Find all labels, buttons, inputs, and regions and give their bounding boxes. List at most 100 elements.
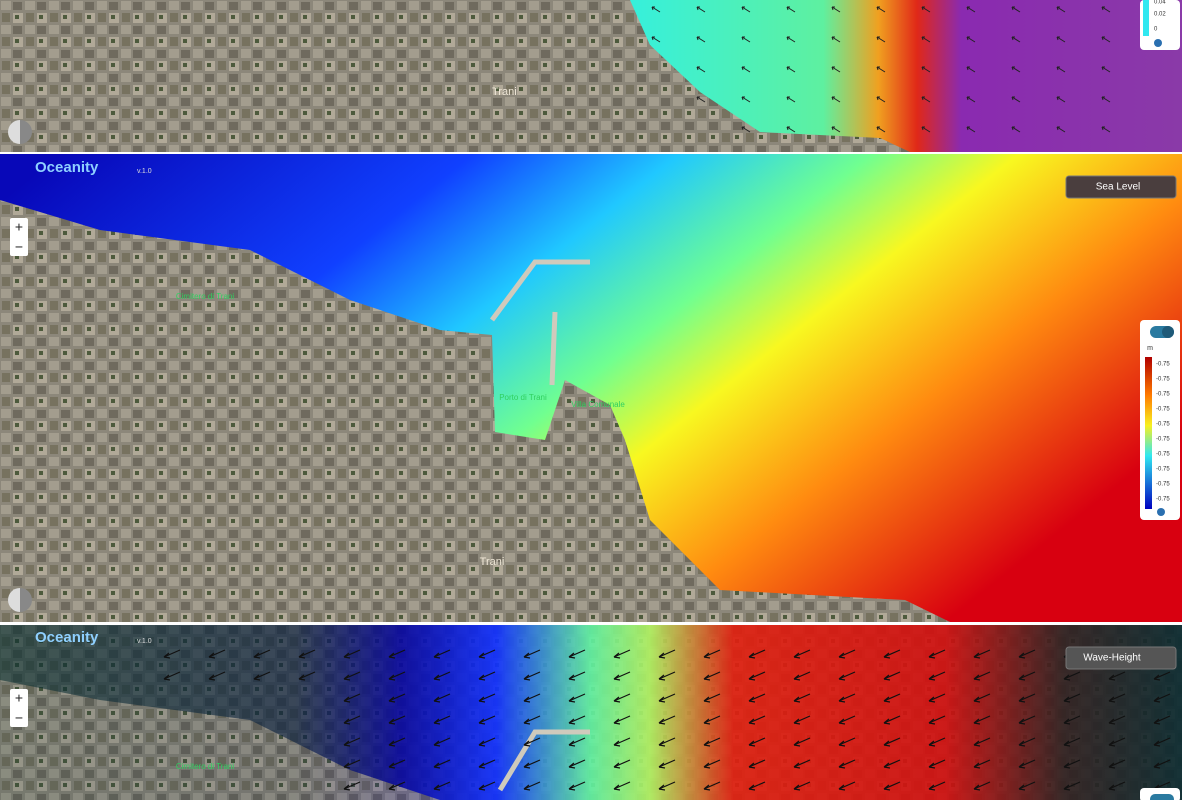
legend-tick-label: -0.75 — [1156, 497, 1170, 503]
flow-arrow — [921, 96, 931, 103]
zoom-in[interactable]: + — [15, 219, 23, 235]
wave-arrow — [973, 759, 991, 769]
legend-tick-label: -0.75 — [1156, 452, 1170, 458]
wave-arrow — [163, 649, 181, 659]
flow-arrow — [741, 66, 751, 73]
wave-arrow — [523, 737, 541, 747]
wave-arrow — [1108, 671, 1126, 681]
legend-unit: m — [1147, 345, 1153, 352]
legend-tick-label: -0.75 — [1156, 467, 1170, 473]
wave-arrow — [748, 649, 766, 659]
wave-arrow — [838, 781, 856, 791]
wave-arrow — [1018, 693, 1036, 703]
brand: Oceanity — [35, 159, 99, 176]
wave-arrow — [1108, 759, 1126, 769]
wave-arrow — [208, 671, 226, 681]
flow-arrow — [741, 126, 751, 133]
wave-arrow — [433, 781, 451, 791]
wave-arrow — [658, 693, 676, 703]
wave-arrow — [838, 671, 856, 681]
panel-current — [0, 0, 1182, 152]
wave-arrow — [478, 671, 496, 681]
flow-arrow — [831, 126, 841, 133]
wave-arrow — [1153, 671, 1171, 681]
wave-arrow — [658, 649, 676, 659]
zoom-control[interactable] — [10, 689, 28, 727]
wave-arrow — [1018, 649, 1036, 659]
zoom-in[interactable]: + — [15, 690, 23, 706]
wave-arrow — [523, 781, 541, 791]
layer-button[interactable] — [1065, 175, 1177, 199]
flow-arrow — [876, 66, 886, 73]
wave-arrow — [883, 781, 901, 791]
wave-arrow — [838, 715, 856, 725]
place-label: Trani — [480, 556, 505, 568]
legend-box — [1140, 0, 1180, 50]
wave-arrow — [658, 759, 676, 769]
zoom-out[interactable]: − — [15, 239, 23, 255]
brand: Oceanity — [35, 629, 99, 646]
wave-arrow — [973, 737, 991, 747]
settings-icon[interactable] — [1157, 508, 1165, 516]
wave-arrow — [973, 671, 991, 681]
wave-arrow — [388, 781, 406, 791]
wave-arrow — [478, 759, 496, 769]
version: v.1.0 — [137, 168, 152, 175]
legend-tick-label: 0 — [1154, 27, 1158, 33]
zoom-out[interactable]: − — [15, 710, 23, 726]
zoom-control[interactable] — [10, 218, 28, 256]
flow-arrow — [1101, 36, 1111, 43]
wave-arrow — [613, 759, 631, 769]
wave-arrow — [883, 759, 901, 769]
wave-arrow — [973, 649, 991, 659]
wave-arrow — [1153, 759, 1171, 769]
flow-arrow — [741, 6, 751, 13]
wave-arrow — [478, 715, 496, 725]
version: v.1.0 — [137, 638, 152, 645]
wave-arrow — [343, 759, 361, 769]
wave-arrow — [433, 649, 451, 659]
flow-arrow — [921, 126, 931, 133]
flow-arrow — [1011, 36, 1021, 43]
wave-arrow — [793, 737, 811, 747]
wave-arrow — [523, 671, 541, 681]
wave-arrow — [1063, 737, 1081, 747]
wave-arrow — [1153, 737, 1171, 747]
flow-arrow — [876, 6, 886, 13]
flow-arrow — [1101, 6, 1111, 13]
wave-arrow — [163, 671, 181, 681]
flow-arrow — [696, 6, 706, 13]
wave-arrow — [658, 737, 676, 747]
wave-arrow — [613, 671, 631, 681]
wave-arrow — [388, 649, 406, 659]
wave-arrow — [1063, 781, 1081, 791]
wave-arrow — [748, 693, 766, 703]
wave-arrow — [928, 693, 946, 703]
wave-arrow — [703, 737, 721, 747]
wave-arrow — [703, 693, 721, 703]
wave-arrow — [613, 737, 631, 747]
settings-icon[interactable] — [1154, 39, 1162, 47]
wave-arrow — [1108, 693, 1126, 703]
layer-button[interactable] — [1065, 646, 1177, 670]
flow-arrow — [786, 96, 796, 103]
wave-arrow — [748, 671, 766, 681]
flow-arrow — [921, 6, 931, 13]
layer-button-label: Sea Level — [1096, 182, 1140, 193]
wave-arrow — [613, 715, 631, 725]
wave-arrow — [928, 649, 946, 659]
flow-arrow — [741, 36, 751, 43]
wave-arrow — [883, 649, 901, 659]
legend-tick-label: 0.02 — [1154, 12, 1166, 18]
flow-arrow — [786, 6, 796, 13]
wave-arrow — [928, 737, 946, 747]
flow-arrow — [966, 126, 976, 133]
wave-arrow — [973, 781, 991, 791]
wave-arrow — [388, 671, 406, 681]
wave-arrow — [523, 693, 541, 703]
flow-arrow — [876, 96, 886, 103]
flow-arrow — [1056, 6, 1066, 13]
place-label: Villa Comunale — [571, 400, 625, 409]
wave-arrow — [658, 781, 676, 791]
wave-arrow — [838, 649, 856, 659]
